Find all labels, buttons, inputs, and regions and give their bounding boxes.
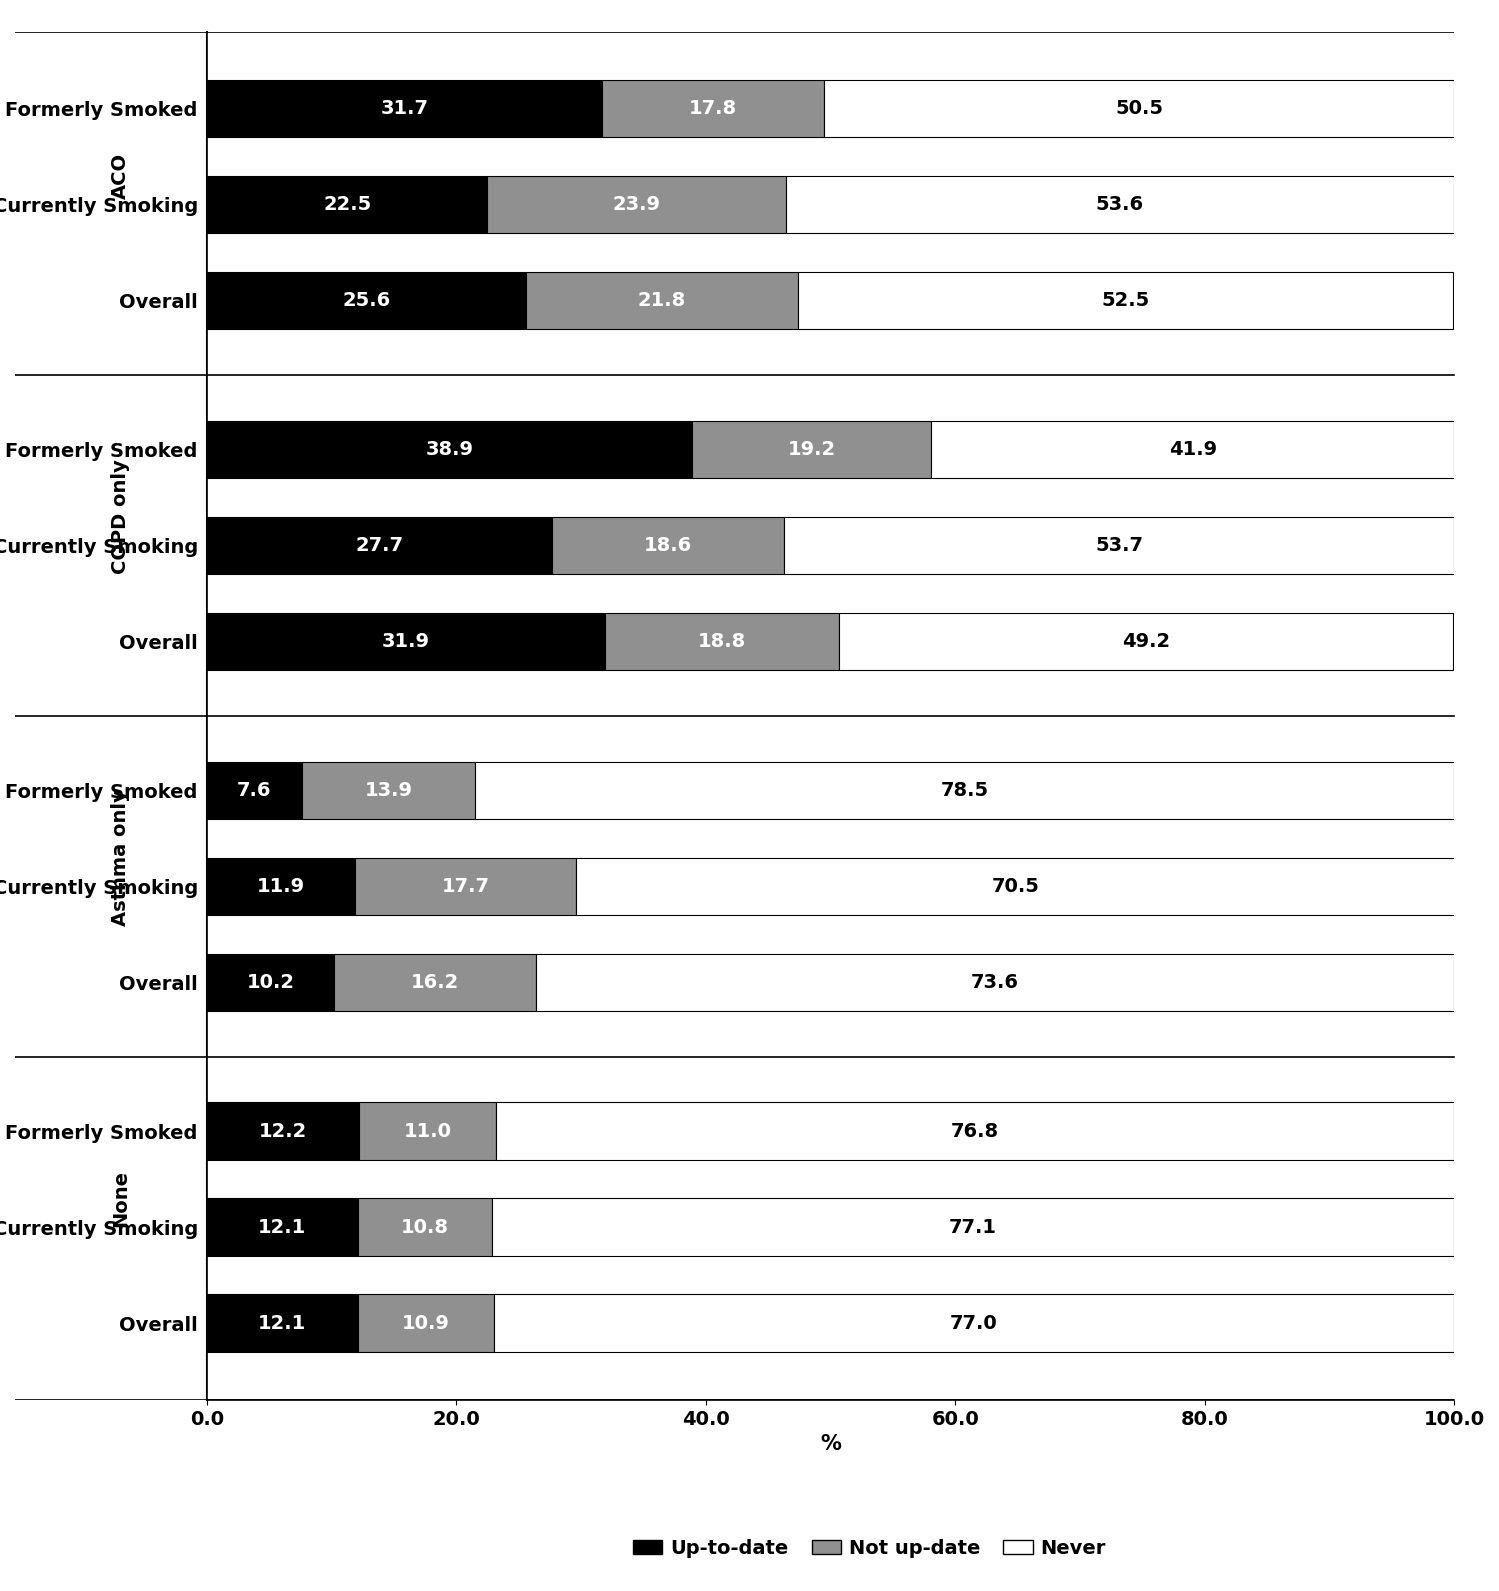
Bar	[931, 420, 1454, 479]
Legend: Up-to-date, Not up-date, Never: Up-to-date, Not up-date, Never	[625, 1531, 1114, 1566]
Text: 53.7: 53.7	[1096, 536, 1144, 555]
Text: 22.5: 22.5	[324, 196, 372, 215]
Text: 19.2: 19.2	[787, 441, 836, 458]
Text: 12.1: 12.1	[258, 1217, 306, 1236]
Text: 77.0: 77.0	[950, 1314, 998, 1333]
Text: 77.1: 77.1	[949, 1217, 997, 1236]
Text: 31.9: 31.9	[382, 632, 430, 651]
Bar	[334, 953, 537, 1012]
Bar	[207, 1198, 358, 1255]
Text: 73.6: 73.6	[971, 974, 1019, 991]
Bar	[784, 517, 1454, 574]
Text: 17.8: 17.8	[690, 99, 738, 118]
Text: COPD only: COPD only	[111, 460, 130, 574]
Bar	[301, 762, 475, 819]
Bar	[797, 272, 1453, 329]
Bar	[207, 858, 355, 915]
Bar	[839, 613, 1453, 670]
Text: 31.7: 31.7	[381, 99, 429, 118]
Bar	[487, 177, 785, 234]
Text: 23.9: 23.9	[613, 196, 661, 215]
Text: None: None	[111, 1169, 130, 1227]
Text: 25.6: 25.6	[342, 291, 391, 310]
Text: 27.7: 27.7	[355, 536, 403, 555]
Text: 21.8: 21.8	[639, 291, 687, 310]
Text: 38.9: 38.9	[426, 441, 474, 458]
Text: 10.8: 10.8	[402, 1217, 450, 1236]
Bar	[576, 858, 1456, 915]
Text: 10.9: 10.9	[402, 1314, 450, 1333]
Bar	[355, 858, 576, 915]
Bar	[604, 613, 839, 670]
Text: 53.6: 53.6	[1096, 196, 1144, 215]
Text: 11.0: 11.0	[403, 1122, 451, 1141]
Text: 16.2: 16.2	[411, 974, 459, 991]
Bar	[207, 420, 693, 479]
Bar	[475, 762, 1454, 819]
Bar	[493, 1295, 1454, 1352]
Bar	[552, 517, 784, 574]
Text: 78.5: 78.5	[940, 781, 988, 800]
Text: 50.5: 50.5	[1115, 99, 1163, 118]
Text: 13.9: 13.9	[364, 781, 412, 800]
Bar	[493, 1198, 1454, 1255]
Text: 11.9: 11.9	[256, 877, 306, 896]
Bar	[207, 1103, 360, 1160]
Bar	[537, 953, 1454, 1012]
Bar	[496, 1103, 1454, 1160]
X-axis label: %: %	[820, 1435, 841, 1454]
Text: 18.8: 18.8	[699, 632, 747, 651]
Text: 17.7: 17.7	[442, 877, 490, 896]
Text: 70.5: 70.5	[992, 877, 1040, 896]
Text: 10.2: 10.2	[246, 974, 294, 991]
Text: 12.2: 12.2	[259, 1122, 307, 1141]
Bar	[207, 953, 334, 1012]
Bar	[824, 80, 1454, 137]
Text: 41.9: 41.9	[1169, 441, 1217, 458]
Bar	[207, 517, 552, 574]
Bar	[207, 80, 603, 137]
Bar	[360, 1103, 496, 1160]
Bar	[785, 177, 1454, 234]
Bar	[207, 613, 604, 670]
Bar	[358, 1198, 493, 1255]
Text: 49.2: 49.2	[1121, 632, 1171, 651]
Bar	[207, 762, 301, 819]
Text: 7.6: 7.6	[237, 781, 271, 800]
Text: 12.1: 12.1	[258, 1314, 306, 1333]
Bar	[526, 272, 797, 329]
Bar	[207, 177, 487, 234]
Bar	[207, 272, 526, 329]
Bar	[603, 80, 824, 137]
Text: 18.6: 18.6	[645, 536, 693, 555]
Text: 76.8: 76.8	[950, 1122, 1000, 1141]
Bar	[207, 1295, 358, 1352]
Bar	[693, 420, 931, 479]
Bar	[358, 1295, 493, 1352]
Text: 52.5: 52.5	[1102, 291, 1150, 310]
Text: ACO: ACO	[111, 153, 130, 199]
Text: Asthma only: Asthma only	[111, 789, 130, 926]
